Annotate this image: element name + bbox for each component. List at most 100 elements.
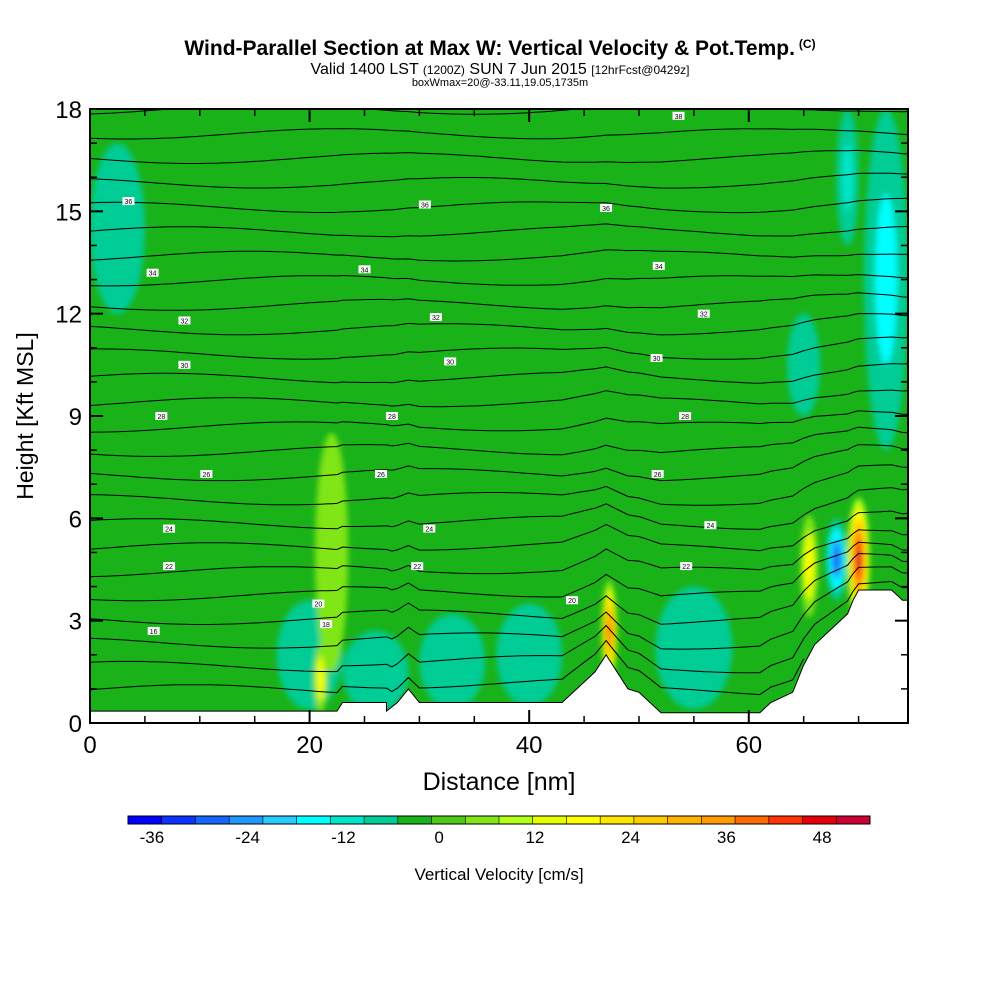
theta-contour-label: 26 <box>651 469 664 479</box>
svg-text:28: 28 <box>388 414 396 421</box>
svg-text:34: 34 <box>361 267 369 274</box>
isentrope-line <box>90 541 908 602</box>
colorbar-swatch <box>768 816 804 824</box>
svg-text:26: 26 <box>377 472 385 479</box>
w-feature <box>833 549 840 570</box>
theta-contour-label: 30 <box>178 360 191 370</box>
svg-text:36: 36 <box>421 203 429 210</box>
w-feature <box>90 143 145 314</box>
theta-contour-label: 28 <box>679 412 692 421</box>
colorbar-swatch <box>802 816 837 824</box>
svg-text:18: 18 <box>322 622 330 629</box>
theta-contour-label: 22 <box>680 562 693 571</box>
isentrope-line <box>90 274 908 287</box>
isentrope-line <box>90 639 805 696</box>
colorbar-swatch <box>431 816 466 824</box>
theta-contour-label: 18 <box>320 620 333 629</box>
isentrope-line <box>90 223 908 238</box>
svg-text:24: 24 <box>706 523 714 530</box>
w-feature <box>318 667 323 691</box>
terrain-profile <box>90 589 908 723</box>
colorbar-swatch <box>195 816 230 824</box>
isentrope-line <box>90 580 908 674</box>
theta-contour-label: 24 <box>704 521 717 530</box>
w-feature <box>842 143 854 212</box>
colorbar-tick-label: 24 <box>621 828 640 847</box>
svg-text:28: 28 <box>157 414 165 421</box>
isentrope-line <box>90 249 908 262</box>
y-tick-label: 9 <box>69 404 82 431</box>
svg-text:20: 20 <box>314 602 322 609</box>
colorbar-swatch <box>600 816 635 824</box>
colorbar-swatch <box>566 816 601 824</box>
theta-contour-label: 26 <box>200 469 213 479</box>
w-feature <box>856 549 861 570</box>
colorbar-tick-label: 36 <box>717 828 736 847</box>
theta-contour-label: 36 <box>122 197 135 206</box>
y-tick-label: 18 <box>55 97 82 124</box>
colorbar-tick-label: 0 <box>434 828 443 847</box>
colorbar-swatch <box>397 816 433 824</box>
svg-text:28: 28 <box>681 414 689 421</box>
isentrope-line <box>90 363 908 384</box>
isentrope-line <box>90 172 908 189</box>
isentrope-line <box>90 149 908 164</box>
x-tick-label: 0 <box>83 732 96 759</box>
svg-text:38: 38 <box>675 114 683 121</box>
w-feature <box>806 549 813 584</box>
theta-contour-label: 32 <box>429 313 442 322</box>
x-tick-label: 20 <box>296 732 323 759</box>
svg-text:24: 24 <box>165 527 173 534</box>
theta-contour-label: 36 <box>418 200 431 210</box>
colorbar-swatch <box>499 816 534 824</box>
y-axis-label: Height [Kft MSL] <box>12 332 38 499</box>
svg-text:26: 26 <box>654 472 662 479</box>
theta-contour-label: 22 <box>411 562 424 571</box>
isentrope-line <box>90 464 908 506</box>
colorbar-swatch <box>128 816 163 824</box>
svg-text:30: 30 <box>446 359 454 366</box>
x-tick-label: 60 <box>735 732 762 759</box>
colorbar-swatch <box>735 816 770 824</box>
y-tick-label: 6 <box>69 506 82 533</box>
copyright-mark: (C) <box>798 37 816 51</box>
w-feature <box>342 630 409 713</box>
svg-text:34: 34 <box>149 271 157 278</box>
isentrope-line <box>90 444 908 482</box>
colorbar-swatch <box>262 816 298 824</box>
svg-text:26: 26 <box>202 472 210 479</box>
theta-contour-label: 26 <box>374 469 387 479</box>
theta-contour-label: 34 <box>146 268 159 278</box>
isentrope-line <box>90 336 908 360</box>
theta-contour-label: 36 <box>600 203 613 213</box>
colorbar-tick-label: -24 <box>235 828 260 847</box>
colorbar-swatch <box>667 816 702 824</box>
y-tick-label: 15 <box>55 199 82 226</box>
y-tick-label: 12 <box>55 302 82 329</box>
svg-text:36: 36 <box>602 206 610 213</box>
theta-contour-label: 24 <box>163 524 176 534</box>
theta-contour-label: 28 <box>155 412 168 421</box>
isentrope-line <box>90 410 908 433</box>
isentrope-line <box>90 566 908 650</box>
isentrope-line <box>90 389 908 408</box>
theta-contour-label: 24 <box>423 524 436 534</box>
svg-text:36: 36 <box>125 199 133 206</box>
theta-contour-label: 38 <box>672 111 685 121</box>
colorbar-swatch <box>532 816 567 824</box>
w-feature <box>875 194 898 365</box>
isentrope-line <box>90 292 908 311</box>
svg-text:32: 32 <box>432 315 440 322</box>
colorbar-tick-label: -36 <box>140 828 165 847</box>
isentrope-line <box>90 128 908 140</box>
isentrope-line <box>90 109 908 115</box>
colorbar-swatch <box>633 816 669 824</box>
colorbar-tick-label: 12 <box>525 828 544 847</box>
colorbar-swatch <box>296 816 331 824</box>
colorbar-swatch <box>465 816 500 824</box>
svg-text:32: 32 <box>700 312 708 319</box>
w-feature <box>496 603 563 706</box>
x-tick-label: 40 <box>516 732 543 759</box>
svg-text:24: 24 <box>425 527 433 534</box>
